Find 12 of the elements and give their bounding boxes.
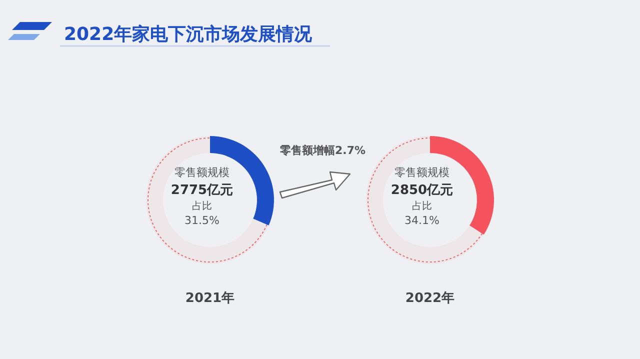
- text: 2022年: [405, 291, 455, 306]
- text: 零售额增幅2.7%: [279, 144, 366, 157]
- text: 31.5%: [184, 214, 220, 227]
- text: 2850亿元: [390, 183, 454, 198]
- text: 零售额规模: [174, 166, 230, 179]
- chart-title: 2022年家电下沉市场发展情况: [64, 24, 314, 45]
- text: 2775亿元: [170, 183, 234, 198]
- text: 占比: [192, 200, 212, 212]
- text: 占比: [412, 200, 432, 212]
- text: 2021年: [185, 291, 235, 306]
- text: 零售额规模: [394, 166, 450, 179]
- text: 34.1%: [404, 214, 440, 227]
